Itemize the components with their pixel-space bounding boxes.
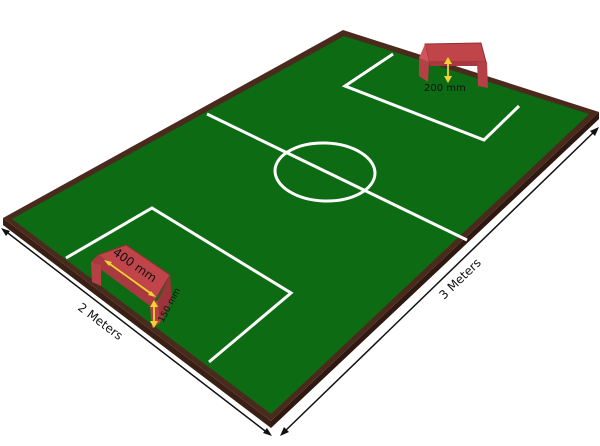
field-markings [65, 52, 521, 364]
board-side-right [271, 112, 599, 428]
arrowhead-field-width-end [263, 428, 272, 436]
arrowhead-field-length-end [590, 127, 599, 136]
field-dimension-arrows [1, 127, 599, 436]
goal-far-top [424, 42, 487, 63]
playing-surface [12, 36, 589, 414]
center-circle [273, 141, 377, 203]
arrow-field-width [3, 229, 270, 435]
goal-near-post-left [91, 262, 101, 286]
arrowhead-width-end [148, 291, 156, 297]
goal-dimension-arrows [104, 57, 452, 328]
penalty-box-near [65, 206, 294, 364]
arrowhead-height-end [150, 321, 158, 328]
arrowhead-field-length-start [280, 427, 289, 436]
arrowhead-height-start [150, 300, 158, 307]
arrow-field-length [282, 129, 597, 434]
goal-near-front [91, 255, 155, 306]
goal-far-post-right [477, 62, 488, 88]
arrow-goal-width [106, 261, 154, 296]
goal-far [419, 42, 488, 88]
field-board [3, 30, 599, 428]
arrowhead-field-width-start [1, 228, 10, 236]
goal-far-back [429, 62, 487, 66]
arrowhead-depth-end [444, 76, 452, 83]
arrowhead-depth-start [444, 57, 452, 64]
penalty-box-far [341, 52, 521, 142]
goal-far-post-left-front [419, 44, 429, 62]
goal-near-side-right [158, 275, 172, 323]
board-side-left [3, 218, 271, 428]
halfway-line [206, 112, 468, 242]
goal-far-post-left [419, 58, 429, 82]
goal-depth-label: 200 mm [424, 83, 466, 94]
arrowhead-width-start [104, 260, 112, 266]
